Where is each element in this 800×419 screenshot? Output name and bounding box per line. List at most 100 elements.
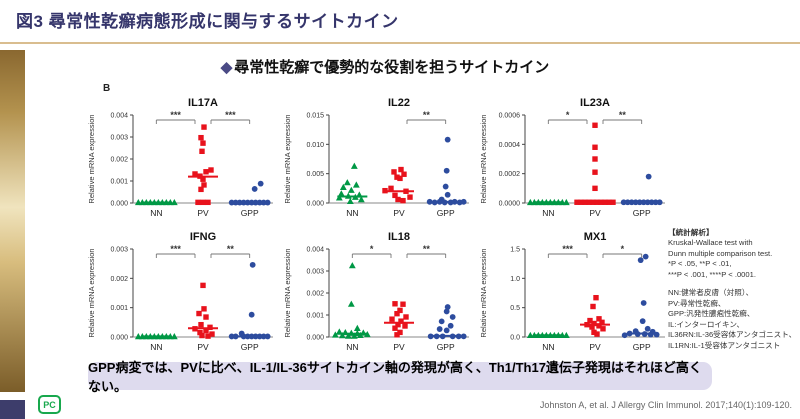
significance-stars: ** [423,110,431,120]
data-point [444,304,451,310]
y-axis-label: Relative mRNA expression [87,248,96,337]
significance-stars: ** [619,110,627,120]
data-point [436,326,443,332]
scatter-plot-IL17A: IL17A Relative mRNA expression 0.000 0.001 0… [87,97,273,218]
significance-stars: ** [423,244,431,254]
x-category-label: PV [197,208,209,218]
significance-bracket: *** [547,244,588,258]
points-PV [192,124,214,206]
data-point [574,199,580,205]
data-point [357,196,365,203]
data-point [248,311,255,318]
significance-stars: * [621,244,625,254]
chart-title: IL17A [188,97,218,109]
data-point [331,331,339,338]
x-category-label: NN [542,208,554,218]
stats-note: 【統計解析】 Kruskal-Wallace test with Dunn mu… [668,228,800,351]
conclusion-box: GPP病変では、PVに比べ、IL-1/IL-36サイトカイン軸の発現が高く、Th… [88,360,712,394]
chart-cell-IL22: IL22 Relative mRNA expression 0.000 0.005 0.… [281,93,477,227]
data-point [395,196,401,203]
data-point [447,322,454,329]
data-point [346,197,354,205]
data-point [251,186,258,192]
data-point [426,198,433,205]
data-point [350,162,358,169]
points-GPP [427,304,467,340]
chart-title: IL23A [580,97,610,109]
data-point [637,257,644,264]
y-tick-label: 0.000 [306,335,324,342]
y-tick-label: 0.0000 [499,201,521,208]
slide-subtitle: ◆ 尋常性乾癬で優勢的な役割を担うサイトカイン [85,56,685,77]
data-point [203,314,209,320]
points-GPP [228,261,271,340]
data-point [592,156,598,162]
data-point [600,326,606,332]
y-tick-label: 0.003 [306,269,324,276]
data-point [203,327,209,334]
data-point [228,333,235,340]
y-tick-label: 0.003 [110,247,128,254]
chart-cell-IL23A: IL23A Relative mRNA expression 0.0000 0.000… [477,93,673,227]
data-point [645,173,652,180]
pc-logo: PC [38,395,61,414]
y-tick-label: 0.0006 [499,113,521,120]
data-point [344,332,352,339]
data-point [592,122,598,128]
data-point [356,331,364,339]
x-category-label: NN [150,208,162,218]
x-category-label: GPP [437,342,455,352]
significance-bracket: ** [602,110,643,124]
data-point [596,323,602,329]
y-tick-label: 0.0002 [499,171,521,178]
data-point [199,332,205,339]
data-point [443,327,450,334]
stats-line: Kruskal-Wallace test with [668,238,753,248]
y-tick-label: 0.001 [110,305,128,312]
data-point [656,199,663,206]
data-point [562,198,570,206]
data-point [343,179,351,186]
data-point [596,316,602,322]
data-point [394,310,400,317]
data-point [562,331,570,339]
abbreviation-line: IL1RN:IL-1受容体アンタゴニスト [668,340,781,350]
data-point [449,314,456,320]
data-point [392,192,398,199]
significance-bracket: ** [210,244,251,258]
chart-title: IFNG [190,231,216,243]
y-tick-label: 1.0 [510,276,520,283]
significance-stars: *** [170,244,181,254]
conclusion-text: GPP病変では、PVに比べ、IL-1/IL-36サイトカイン軸の発現が高く、Th… [88,360,702,394]
points-PV [389,301,409,338]
abbreviation-line: GPP:汎発性膿疱性乾癬、 [668,309,755,319]
y-tick-label: 0.0004 [499,142,521,149]
pc-logo-text: PC [43,399,56,410]
data-point [444,136,451,143]
abbreviation-line: IL:インターロイキン、 [668,319,745,329]
stats-heading: 【統計解析】 [668,228,714,237]
y-tick-label: 0.003 [110,135,128,142]
significance-bracket: *** [210,110,251,124]
data-point [644,325,651,332]
data-point [170,333,178,340]
data-point [592,169,598,175]
data-point [593,294,599,301]
significance-bracket: * [547,110,588,124]
abbreviation-line: NN:健常者皮膚（対照）、 [668,288,754,298]
data-point [590,303,596,310]
data-point [195,199,201,206]
chart-title: IL22 [388,97,410,109]
data-point [394,174,400,180]
x-category-label: PV [589,208,601,218]
points-PV [382,166,413,204]
data-point [170,198,178,206]
points-NN [331,262,371,339]
data-point [438,318,445,325]
title-divider [0,42,800,44]
y-axis-label: Relative mRNA expression [283,248,292,337]
scatter-plot-MX1: MX1 Relative mRNA expression 0.0 0.5 1.0 1.5 N… [479,231,665,352]
data-point [460,198,467,205]
chart-cell-IFNG: IFNG Relative mRNA expression 0.000 0.001 0.… [85,227,281,361]
